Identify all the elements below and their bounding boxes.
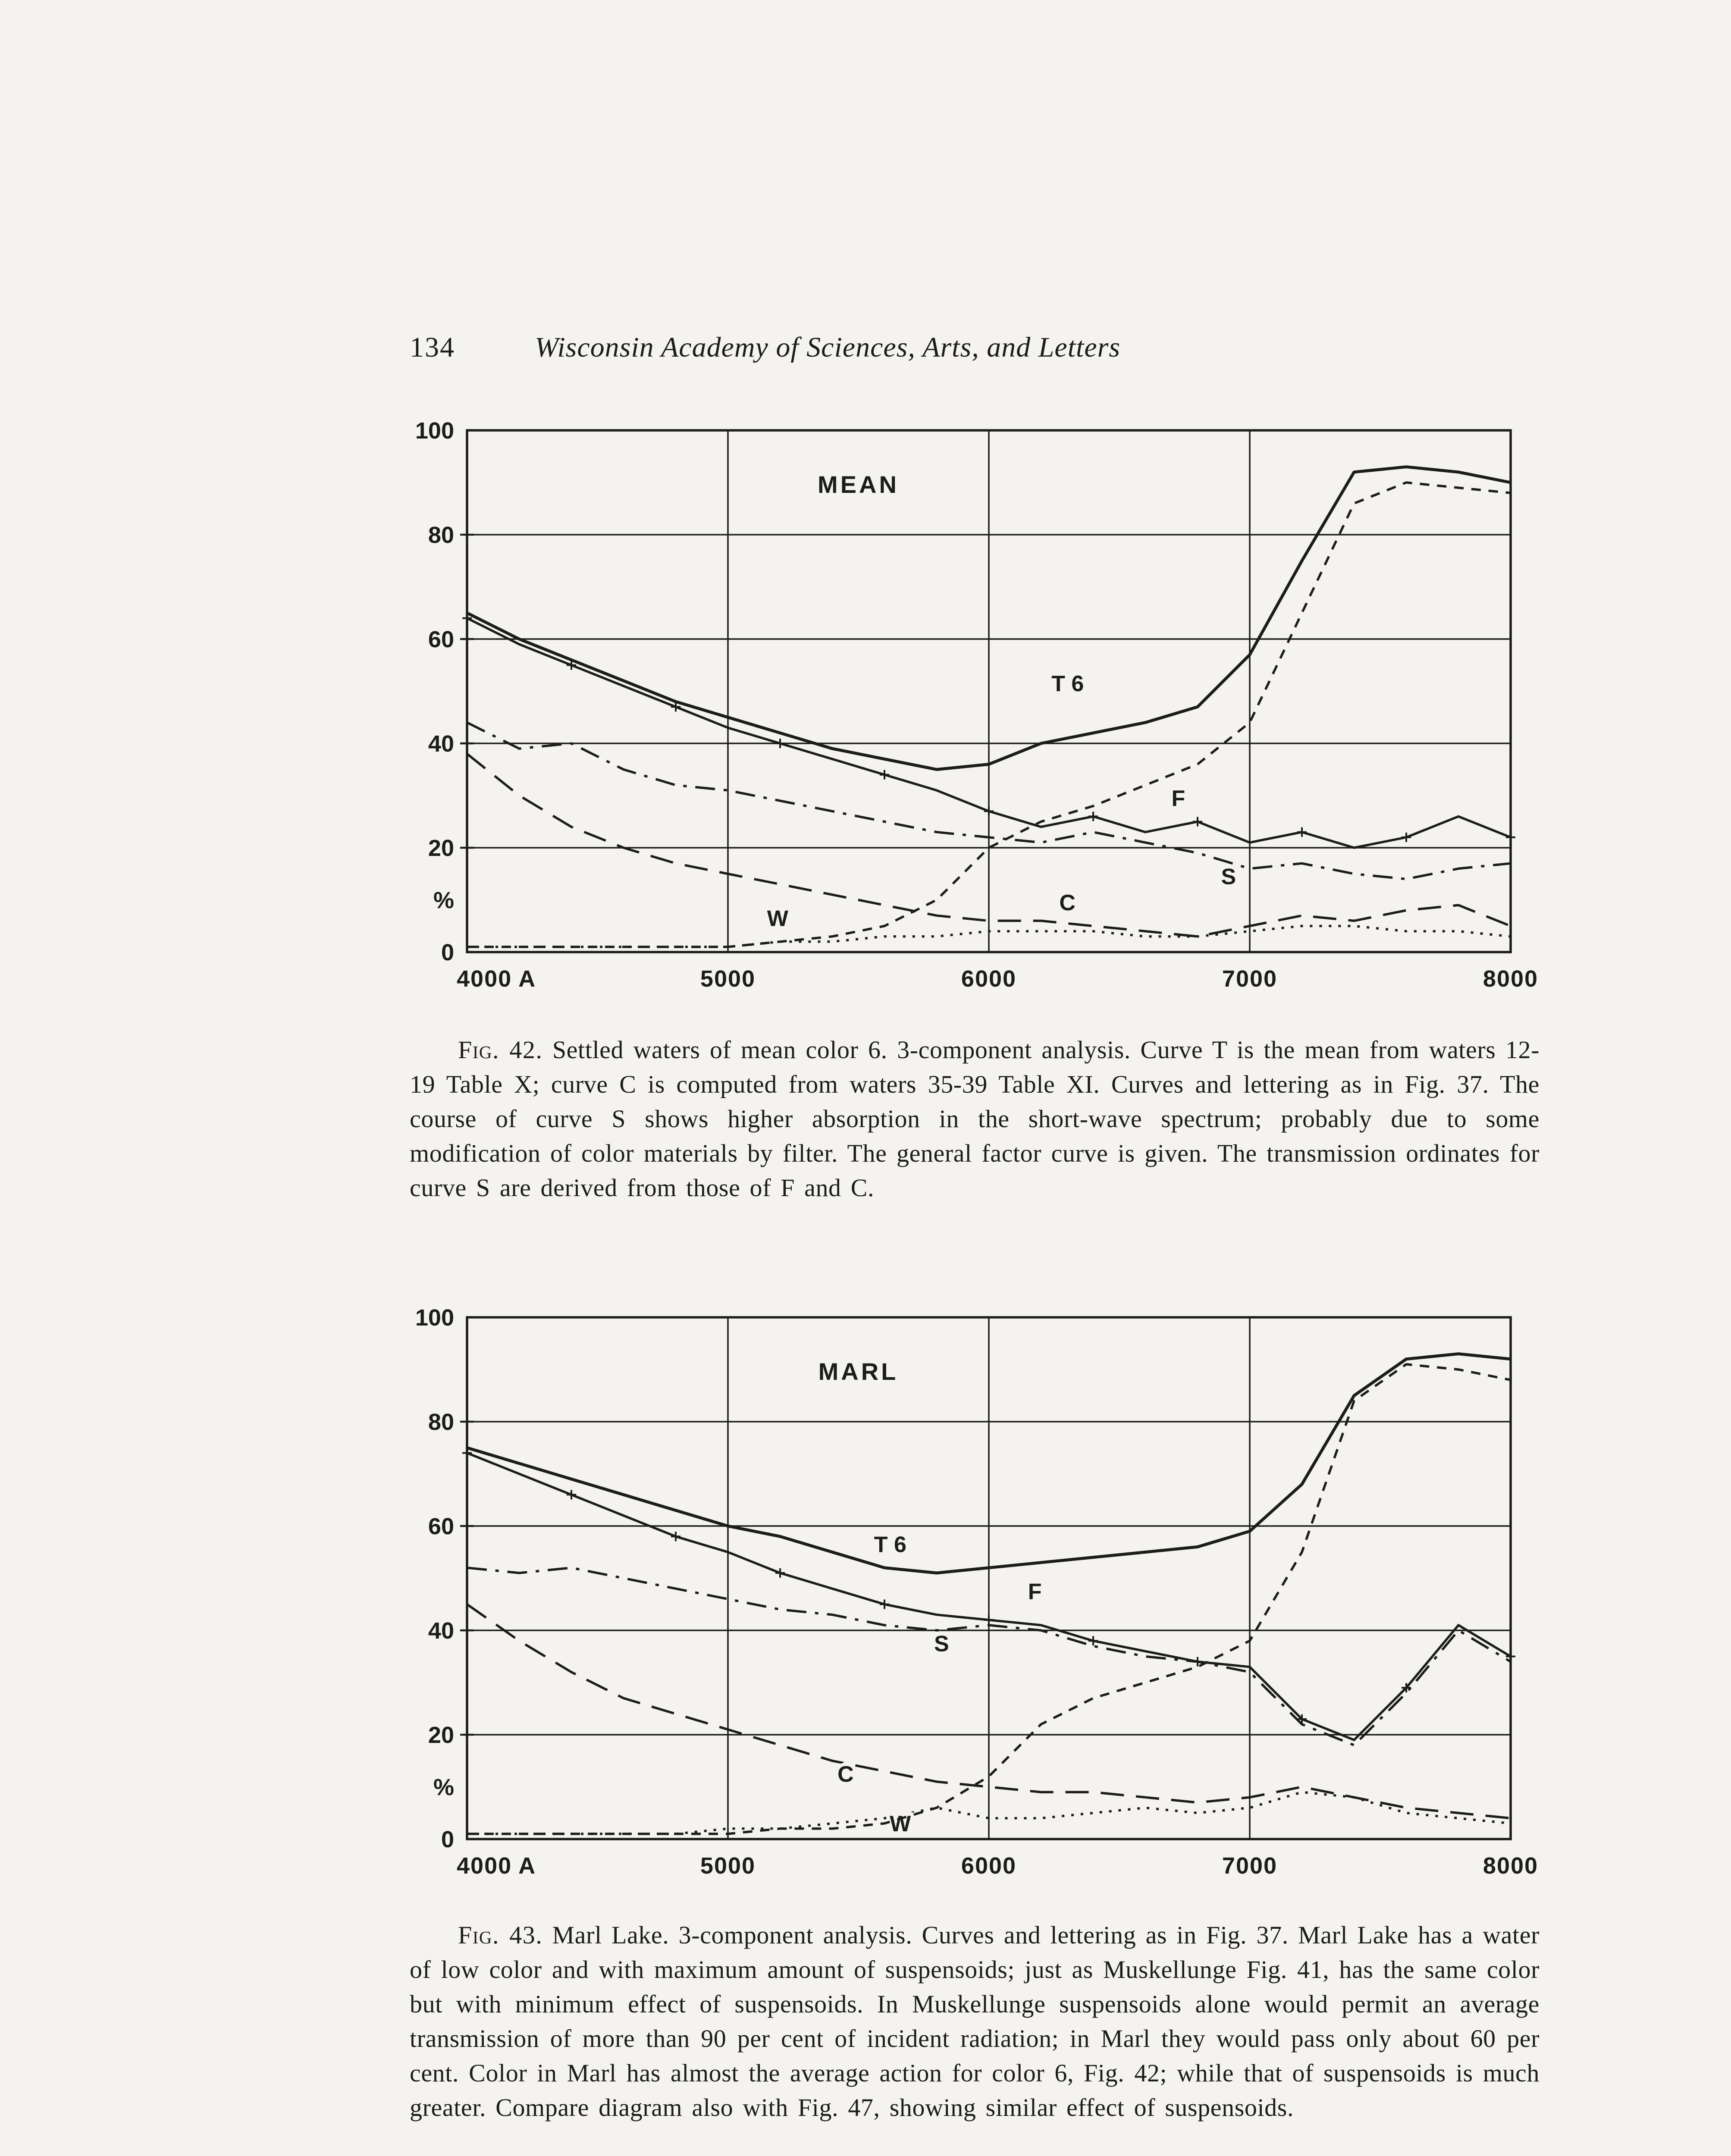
T-label: T 6 [874,1532,906,1557]
y-tick-label: 40 [428,731,454,757]
y-tick-label: 100 [415,1305,454,1331]
x-tick-label: 6000 [961,1853,1016,1879]
y-tick-label: 100 [415,418,454,444]
journal-title: Wisconsin Academy of Sciences, Arts, and… [535,332,1121,363]
y-tick-label: 20 [428,835,454,861]
F-label: F [1172,786,1185,811]
y-tick-label: 60 [428,627,454,652]
S-label: S [934,1631,949,1656]
x-tick-label: 6000 [961,966,1016,992]
fig42-caption-label: Fig. 42. [458,1036,543,1064]
plot-border [466,1316,1512,1840]
C-label: C [837,1762,854,1787]
x-tick-label: 5000 [700,966,756,992]
plot-border [466,429,1512,953]
y-tick-label: 80 [428,1409,454,1435]
y-tick-label: 0 [441,1827,454,1852]
x-tick-label: 7000 [1222,1853,1277,1879]
S-curve [467,1567,1511,1746]
T-curve [466,1352,1511,1575]
W-curve [467,924,1511,948]
general-factor-curve [467,481,1511,948]
T-label: T 6 [1051,671,1084,696]
F-label: F [1028,1579,1042,1604]
chart-title: MARL [818,1358,899,1385]
C-label: C [1059,890,1076,915]
chart-title: MEAN [818,471,899,498]
fig42-caption-text: Settled waters of mean color 6. 3-compon… [410,1036,1540,1202]
y-tick-label: % [433,887,454,913]
fig43-caption: Fig. 43. Marl Lake. 3-component analysis… [410,1918,1540,2125]
y-tick-label: 40 [428,1618,454,1644]
y-tick-label: 0 [441,940,454,965]
S-curve [466,721,1511,881]
W-label: W [767,906,789,931]
x-tick-label: 4000 A [457,1853,536,1879]
T-curve [466,465,1511,771]
page-number: 134 [410,332,455,363]
x-tick-label: 4000 A [457,966,536,992]
y-tick-label: % [433,1774,454,1800]
fig43-caption-text: Marl Lake. 3-component analysis. Curves … [410,1921,1540,2122]
W-label: W [890,1811,911,1836]
S-label: S [1221,865,1236,890]
y-tick-label: 60 [428,1514,454,1539]
page-header: 134 Wisconsin Academy of Sciences, Arts, … [410,331,1600,364]
x-tick-label: 8000 [1483,966,1538,992]
y-tick-label: 20 [428,1722,454,1748]
x-tick-label: 5000 [700,1853,756,1879]
general-factor-curve [467,1363,1511,1835]
fig42-caption: Fig. 42. Settled waters of mean color 6.… [410,1033,1540,1205]
y-tick-label: 80 [428,522,454,548]
x-tick-label: 8000 [1483,1853,1538,1879]
x-tick-label: 7000 [1222,966,1277,992]
fig43-caption-label: Fig. 43. [458,1921,543,1949]
